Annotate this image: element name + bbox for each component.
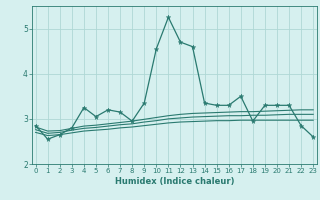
X-axis label: Humidex (Indice chaleur): Humidex (Indice chaleur)	[115, 177, 234, 186]
